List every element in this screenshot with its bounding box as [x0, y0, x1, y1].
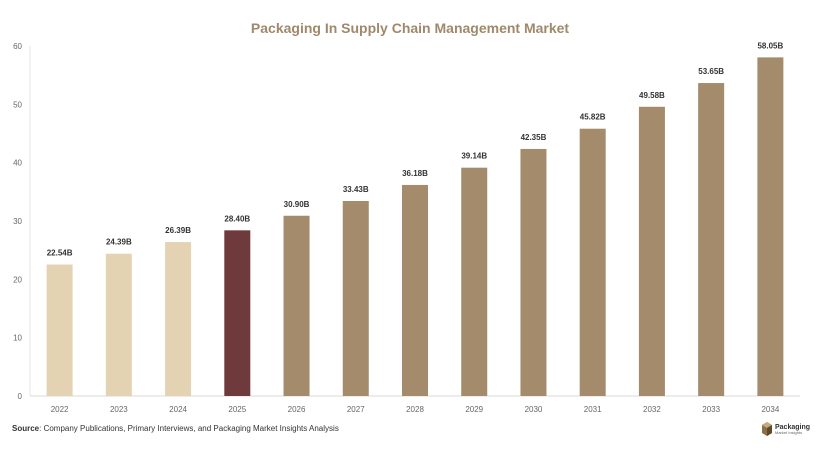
y-tick-label: 0	[18, 392, 23, 401]
logo-name: Packaging	[775, 423, 811, 431]
bar-2033	[698, 83, 725, 397]
x-tick-label-2025: 2025	[228, 405, 246, 414]
y-tick-label: 30	[13, 217, 22, 226]
x-axis: 2022 2023 2024 2025 2026 2027 2028 2029 2030 2031…	[30, 395, 800, 414]
x-tick-label-2031: 2031	[584, 405, 602, 414]
x-tick-label-2026: 2026	[288, 405, 306, 414]
logo-tagline: Market Insights	[775, 429, 803, 435]
x-tick-label-2023: 2023	[110, 405, 128, 414]
data-label-2027: 33.43B	[343, 185, 369, 194]
bar-2023	[105, 253, 132, 396]
data-label-2022: 22.54B	[47, 249, 73, 258]
source-label: Source	[12, 424, 40, 433]
source-text: : Company Publications, Primary Intervie…	[39, 424, 339, 433]
bar-2027	[342, 200, 369, 396]
y-tick-label: 10	[13, 334, 22, 343]
data-label-2029: 39.14B	[461, 152, 487, 161]
x-tick-label-2022: 2022	[51, 405, 69, 414]
bar-2024	[165, 242, 192, 396]
y-tick-label: 60	[13, 42, 22, 51]
x-tick-label-2024: 2024	[169, 405, 187, 414]
data-label-2023: 24.39B	[106, 238, 132, 247]
bar-2034	[757, 57, 784, 396]
bar-2028	[402, 184, 428, 396]
x-tick-label-2032: 2032	[643, 405, 661, 414]
brand-logo: Packaging Market Insights	[762, 422, 810, 436]
data-label-2024: 26.39B	[165, 226, 191, 235]
data-label-2033: 53.65B	[698, 67, 724, 76]
x-tick-label-2030: 2030	[525, 405, 543, 414]
data-label-2032: 49.58B	[639, 91, 665, 100]
y-tick-label: 50	[13, 100, 22, 109]
data-labels: 22.54B 24.39B 26.39B 28.40B 30.90B 33.43B 36.1…	[47, 41, 784, 257]
logo-text: Packaging Market Insights	[775, 424, 810, 435]
bar-2031	[579, 128, 606, 396]
y-tick-label: 20	[13, 275, 22, 284]
x-tick-label-2029: 2029	[465, 405, 483, 414]
source-note: Source: Company Publications, Primary In…	[12, 424, 339, 433]
data-label-2025: 28.40B	[224, 214, 250, 223]
x-tick-label-2033: 2033	[702, 405, 720, 414]
data-label-2031: 45.82B	[580, 113, 606, 122]
bar-2022	[46, 264, 73, 396]
data-label-2028: 36.18B	[402, 169, 428, 178]
box-icon	[762, 422, 772, 436]
bar-2029	[461, 167, 488, 396]
x-tick-label-2027: 2027	[347, 405, 365, 414]
x-tick-label-2034: 2034	[761, 405, 779, 414]
bars	[46, 57, 784, 397]
data-label-2030: 42.35B	[521, 133, 547, 142]
bar-2026	[283, 215, 310, 396]
data-label-2026: 30.90B	[284, 200, 310, 209]
bar-2032	[638, 106, 665, 397]
chart-title: Packaging In Supply Chain Management Mar…	[250, 20, 570, 36]
x-tick-label-2028: 2028	[406, 405, 424, 414]
y-axis: 0 10 20 30 40 50 60	[13, 42, 31, 401]
data-label-2034: 58.05B	[757, 41, 783, 50]
bar-2025	[224, 230, 251, 396]
y-tick-label: 40	[13, 159, 22, 168]
bar-2030	[520, 148, 547, 396]
